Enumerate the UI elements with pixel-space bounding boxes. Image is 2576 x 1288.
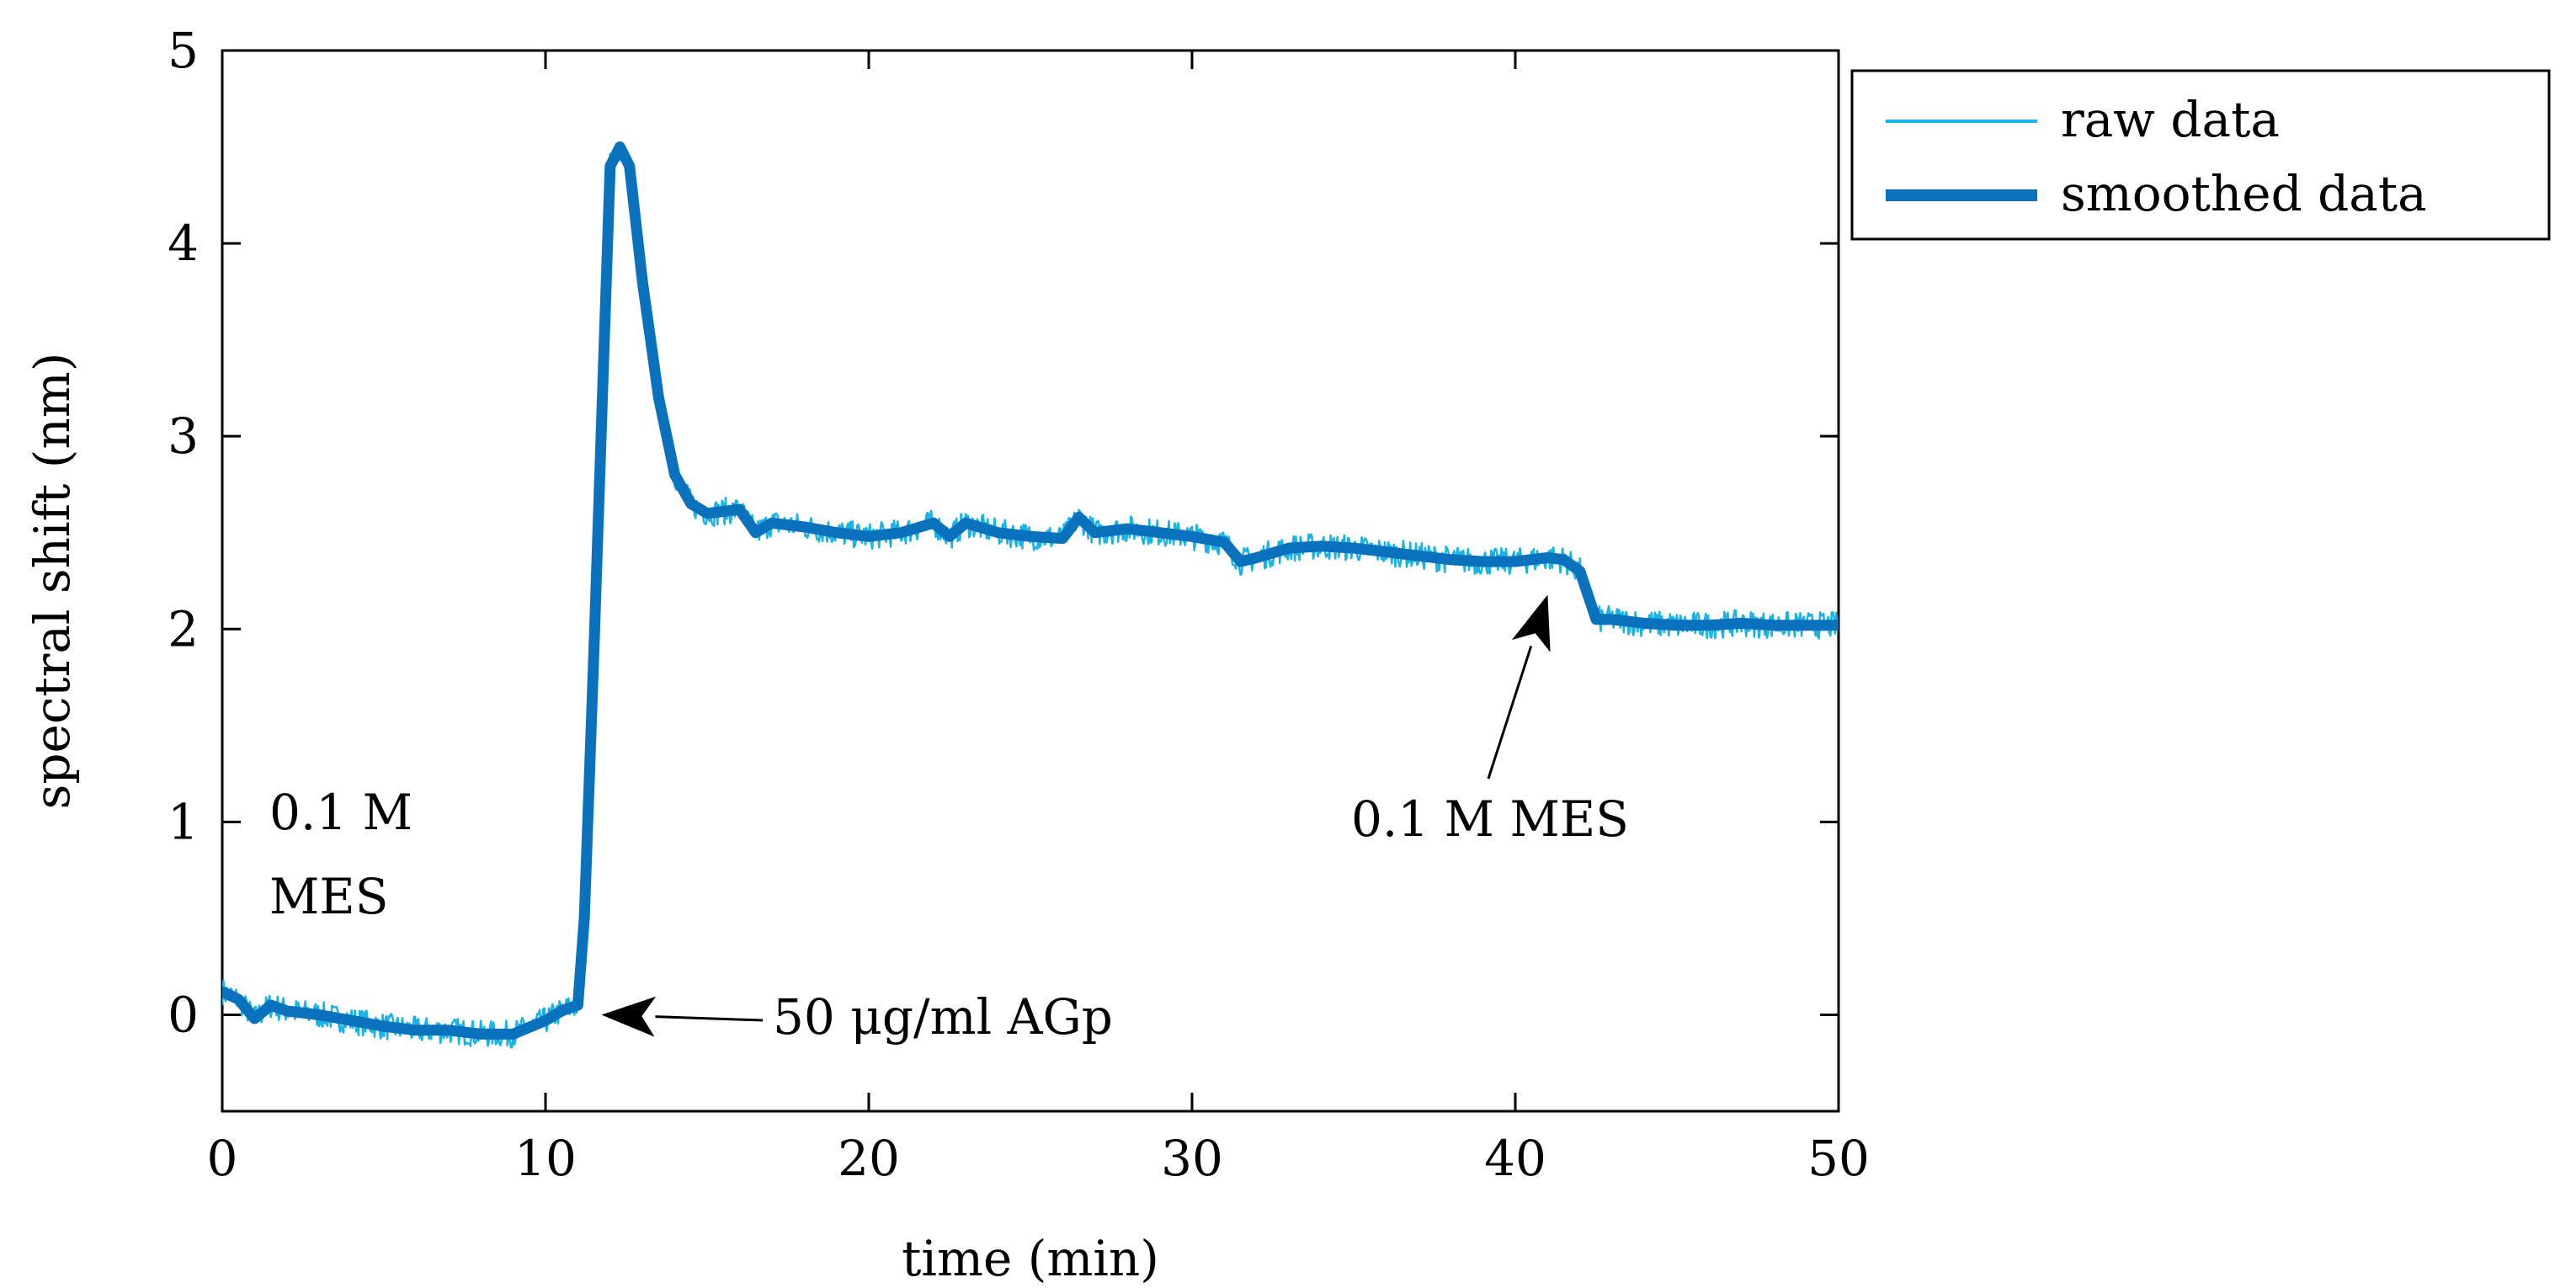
y-tick-label: 2: [168, 600, 199, 657]
annotation-layer: 0.1 M MES 50 μg/ml AGp 0.1 M MES: [269, 594, 1629, 1046]
plot-area: 0.1 M MES 50 μg/ml AGp 0.1 M MES: [221, 49, 1840, 1113]
x-tick-label: 40: [1484, 1130, 1546, 1187]
annotation-injection-arrow-head: [601, 996, 657, 1037]
x-axis-label: time (min): [902, 1230, 1159, 1287]
x-tick-label: 0: [207, 1130, 238, 1187]
y-axis-label: spectral shift (nm): [24, 353, 81, 810]
annotation-rinse-arrow-head: [1511, 594, 1551, 652]
x-tick-label: 20: [838, 1130, 900, 1187]
annotation-rinse-label: 0.1 M MES: [1351, 790, 1629, 848]
x-tick-label: 10: [514, 1130, 577, 1187]
annotation-start-buffer-line1: 0.1 M: [269, 784, 412, 841]
series-layer: [222, 141, 1839, 1049]
annotation-start-buffer-line2: MES: [269, 868, 388, 925]
y-tick-label: 5: [168, 22, 199, 79]
y-tick-label: 4: [168, 215, 199, 272]
legend-smoothed-label: smoothed data: [2061, 165, 2427, 222]
y-tick-label: 0: [168, 986, 199, 1043]
annotation-rinse-arrow-shaft: [1487, 646, 1533, 780]
x-tick-label: 30: [1161, 1130, 1223, 1187]
tick-labels: 0 10 20 30 40 50 0 1 2 3 4 5: [168, 22, 1870, 1187]
legend: raw data smoothed data: [1850, 69, 2551, 241]
y-tick-label: 3: [168, 407, 199, 465]
annotation-injection-arrow-shaft: [655, 1015, 764, 1022]
legend-box: [1850, 69, 2551, 241]
y-tick-label: 1: [168, 793, 199, 850]
annotation-injection-label: 50 μg/ml AGp: [773, 988, 1113, 1046]
smoothed-data-line: [222, 141, 1839, 1040]
legend-raw-label: raw data: [2061, 91, 2280, 148]
x-tick-label: 50: [1807, 1130, 1870, 1187]
plot-frame: [221, 49, 1840, 1113]
